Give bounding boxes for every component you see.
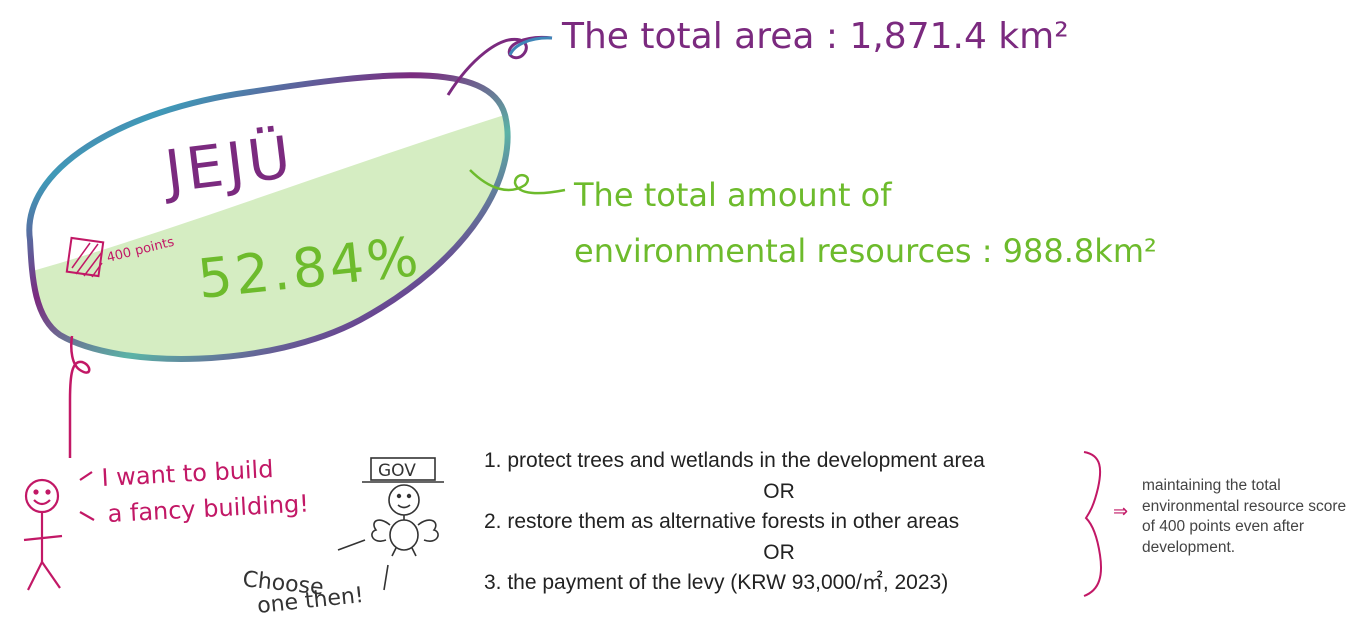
island-outline xyxy=(26,72,511,362)
gov-sign: GOV xyxy=(378,461,416,481)
env-resources-connector xyxy=(469,169,566,195)
option-or-1: OR xyxy=(763,479,795,503)
option-levy: 3. the payment of the levy (KRW 93,000/㎡… xyxy=(484,571,949,594)
result-text: maintaining the total environmental reso… xyxy=(1142,477,1346,556)
person-figure xyxy=(23,471,95,591)
person-speech-line1: I want to build xyxy=(101,455,274,492)
env-resources-line1: The total amount of xyxy=(573,176,892,214)
score-square xyxy=(65,236,105,278)
option-protect: 1. protect trees and wetlands in the dev… xyxy=(484,449,985,472)
env-resources-line2: environmental resources : 988.8km² xyxy=(574,232,1157,270)
options-list: 1. protect trees and wetlands in the dev… xyxy=(484,446,1074,599)
island-name: JEJÜ xyxy=(158,123,298,207)
total-area-label: The total area : 1,871.4 km² xyxy=(561,16,1069,57)
total-area-connector xyxy=(446,35,553,96)
options-brace xyxy=(1083,451,1103,597)
person-connector xyxy=(68,335,91,458)
person-speech-line2: a fancy building! xyxy=(107,489,310,528)
gov-figure xyxy=(337,457,444,591)
option-restore: 2. restore them as alternative forests i… xyxy=(484,510,960,533)
option-or-2: OR xyxy=(763,540,795,564)
result-arrow-icon: ⇒ xyxy=(1113,501,1129,522)
